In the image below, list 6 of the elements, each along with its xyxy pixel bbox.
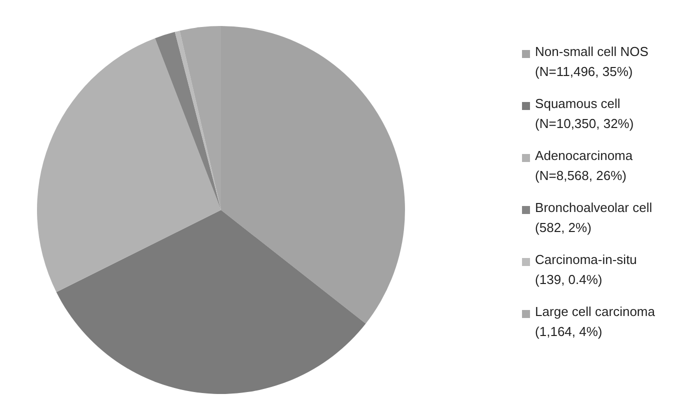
legend-label: Bronchoalveolar cell (582, 2%)	[535, 199, 652, 237]
legend-label: Carcinoma-in-situ (139, 0.4%)	[535, 251, 637, 289]
legend-label: Large cell carcinoma (1,164, 4%)	[535, 303, 655, 341]
legend-label: Squamous cell (N=10,350, 32%)	[535, 95, 634, 133]
legend-label: Adenocarcinoma (N=8,568, 26%)	[535, 147, 633, 185]
legend-label: Non-small cell NOS (N=11,496, 35%)	[535, 43, 648, 81]
